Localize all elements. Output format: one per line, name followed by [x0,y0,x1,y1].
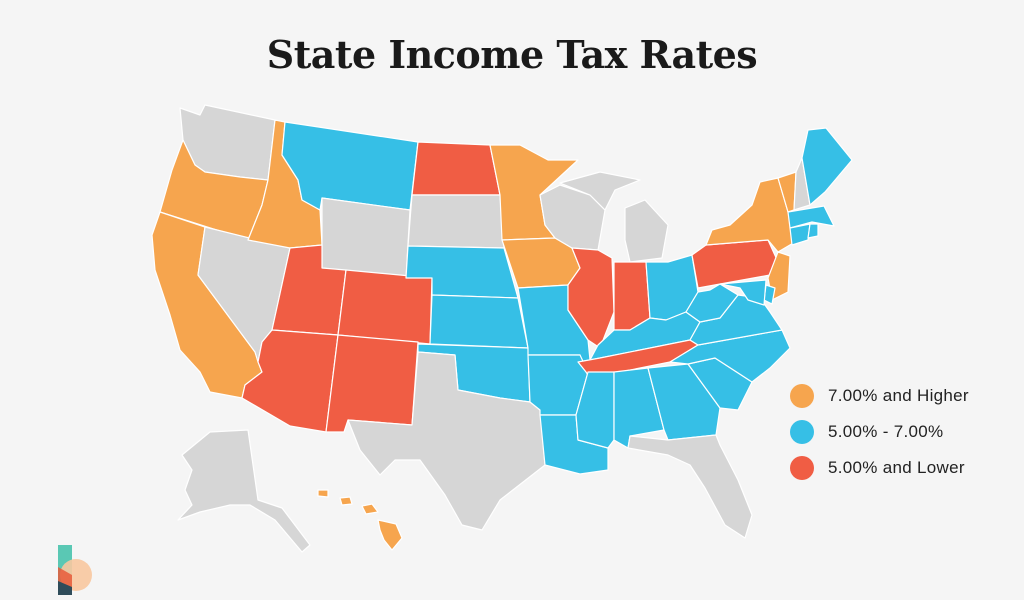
state-md[interactable] [719,279,767,306]
legend-item-low: 5.00% and Lower [790,450,969,486]
map-title: State Income Tax Rates [266,32,758,77]
legend-swatch-low [790,456,814,480]
state-in[interactable] [613,261,651,331]
state-wy[interactable] [321,197,411,279]
state-nm[interactable] [325,334,419,433]
state-hi-kauai[interactable] [317,489,329,498]
state-ks[interactable] [429,294,529,349]
hawaii [317,489,403,551]
legend-item-mid: 5.00% - 7.00% [790,414,969,450]
state-hi-oahu[interactable] [339,496,353,506]
state-il[interactable] [567,247,615,349]
state-wv[interactable] [685,283,739,323]
state-ct[interactable] [789,223,811,246]
lower-48 [151,104,853,539]
state-mi[interactable] [559,171,669,263]
legend-label-low: 5.00% and Lower [828,458,965,477]
brand-logo [58,545,92,595]
state-mt[interactable] [281,121,419,211]
state-hi-big-island[interactable] [377,519,403,551]
state-co[interactable] [337,269,433,345]
state-tx[interactable] [347,351,546,531]
legend-swatch-mid [790,420,814,444]
state-nd[interactable] [411,141,501,196]
state-fl[interactable] [627,434,753,539]
state-ak[interactable] [177,429,311,553]
legend-item-high: 7.00% and Higher [790,378,969,414]
legend-label-high: 7.00% and Higher [828,386,969,405]
state-ma[interactable] [787,205,835,229]
legend: 7.00% and Higher 5.00% - 7.00% 5.00% and… [790,378,969,486]
alaska [177,429,311,553]
state-ri[interactable] [807,223,819,239]
legend-swatch-high [790,384,814,408]
state-hi-maui[interactable] [361,503,379,515]
state-sd[interactable] [407,194,505,249]
state-me[interactable] [801,127,853,206]
legend-label-mid: 5.00% - 7.00% [828,422,944,441]
